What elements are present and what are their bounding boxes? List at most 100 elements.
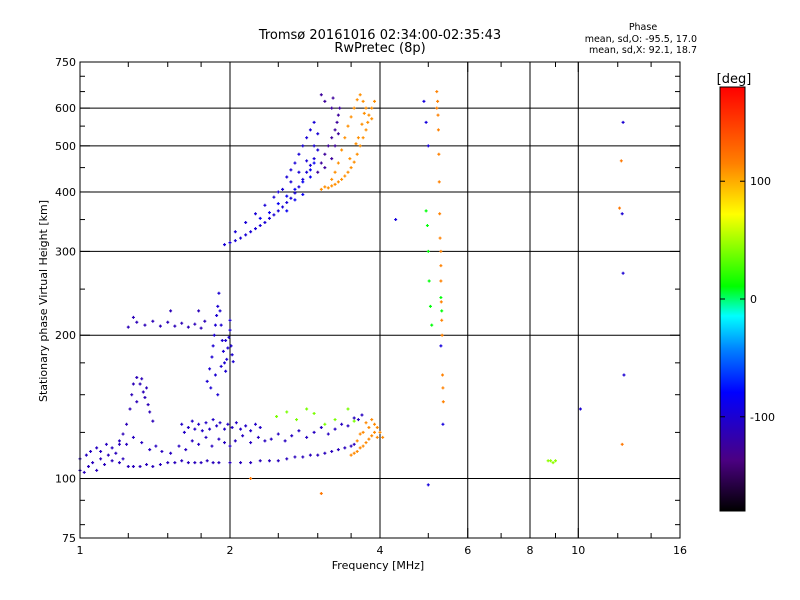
data-point xyxy=(293,455,297,459)
data-point xyxy=(125,422,129,426)
data-point xyxy=(316,170,320,174)
data-point xyxy=(352,419,356,423)
data-point xyxy=(435,106,439,110)
data-point xyxy=(121,457,125,461)
data-point xyxy=(151,464,155,468)
data-point xyxy=(228,241,232,245)
data-point xyxy=(358,446,362,450)
data-point xyxy=(333,144,337,148)
data-point xyxy=(424,120,428,124)
data-point xyxy=(440,309,444,313)
data-point xyxy=(249,461,253,465)
data-point xyxy=(253,212,257,216)
y-tick-label: 600 xyxy=(55,102,76,115)
data-point xyxy=(439,296,443,300)
data-point xyxy=(160,449,164,453)
data-point xyxy=(233,439,237,443)
phase-title: Phase xyxy=(629,22,658,33)
data-point xyxy=(330,449,334,453)
data-point xyxy=(86,464,90,468)
data-point xyxy=(226,422,230,426)
data-point xyxy=(378,430,382,434)
data-point xyxy=(244,221,248,225)
axis-ticks-layer: 1 2 4 6 8 10 16 75 100 200 300 400 500 600 750 xyxy=(55,56,687,557)
data-point xyxy=(199,461,203,465)
y-tick-label: 100 xyxy=(55,473,76,486)
data-point xyxy=(352,416,356,420)
data-point xyxy=(373,430,377,434)
phase-mean-x: mean, sd,X: 92.1, 18.7 xyxy=(589,45,697,56)
data-point xyxy=(424,209,428,213)
data-point xyxy=(225,357,229,361)
data-point xyxy=(135,376,139,380)
data-point xyxy=(197,309,201,313)
data-point xyxy=(346,424,350,428)
y-tick-label: 750 xyxy=(55,56,76,69)
data-point xyxy=(99,457,103,461)
y-tick-label: 500 xyxy=(55,140,76,153)
data-point xyxy=(343,174,347,178)
data-point xyxy=(253,422,257,426)
data-point xyxy=(435,90,439,94)
data-point xyxy=(340,422,344,426)
data-point xyxy=(375,425,379,429)
data-point xyxy=(621,271,625,275)
data-point xyxy=(276,432,280,436)
data-point xyxy=(244,233,248,237)
data-point xyxy=(239,236,243,240)
data-point xyxy=(186,325,190,329)
grid-layer xyxy=(80,62,680,538)
data-point xyxy=(308,163,312,167)
data-point xyxy=(336,132,340,136)
y-tick-label: 300 xyxy=(55,245,76,258)
data-point xyxy=(440,333,444,337)
data-point xyxy=(210,355,214,359)
data-point xyxy=(439,279,443,283)
data-point xyxy=(244,424,248,428)
data-point xyxy=(297,152,301,156)
data-point xyxy=(336,448,340,452)
data-point xyxy=(213,373,217,377)
data-point xyxy=(211,461,215,465)
data-point xyxy=(440,318,444,322)
data-point xyxy=(208,427,212,431)
data-point xyxy=(249,477,253,481)
data-point xyxy=(336,113,340,117)
data-point xyxy=(358,93,362,97)
data-point xyxy=(204,435,208,439)
data-point xyxy=(340,177,344,181)
data-points-layer xyxy=(78,90,626,496)
data-point xyxy=(348,157,352,161)
data-point xyxy=(349,166,353,170)
data-point xyxy=(336,180,340,184)
data-point xyxy=(226,346,230,350)
data-point xyxy=(295,418,299,422)
data-point xyxy=(330,177,334,181)
data-point xyxy=(126,325,130,329)
data-point xyxy=(140,377,144,381)
data-point xyxy=(180,321,184,325)
data-point xyxy=(263,221,267,225)
data-point xyxy=(319,425,323,429)
data-point xyxy=(618,206,622,210)
data-point xyxy=(285,457,289,461)
data-point xyxy=(258,425,262,429)
data-point xyxy=(228,461,232,465)
data-point xyxy=(312,411,316,415)
data-point xyxy=(349,115,353,119)
data-point xyxy=(151,319,155,323)
x-tick-label: 6 xyxy=(464,544,471,557)
data-point xyxy=(217,461,221,465)
data-point xyxy=(193,461,197,465)
data-point xyxy=(290,434,294,438)
data-point xyxy=(370,117,374,121)
data-point xyxy=(233,239,237,243)
data-point xyxy=(355,152,359,156)
data-point xyxy=(436,113,440,117)
data-point xyxy=(437,180,441,184)
data-point xyxy=(356,418,360,422)
data-point xyxy=(370,418,374,422)
data-point xyxy=(301,180,305,184)
data-point xyxy=(323,166,327,170)
colorbar-tick-label: 100 xyxy=(750,175,771,188)
